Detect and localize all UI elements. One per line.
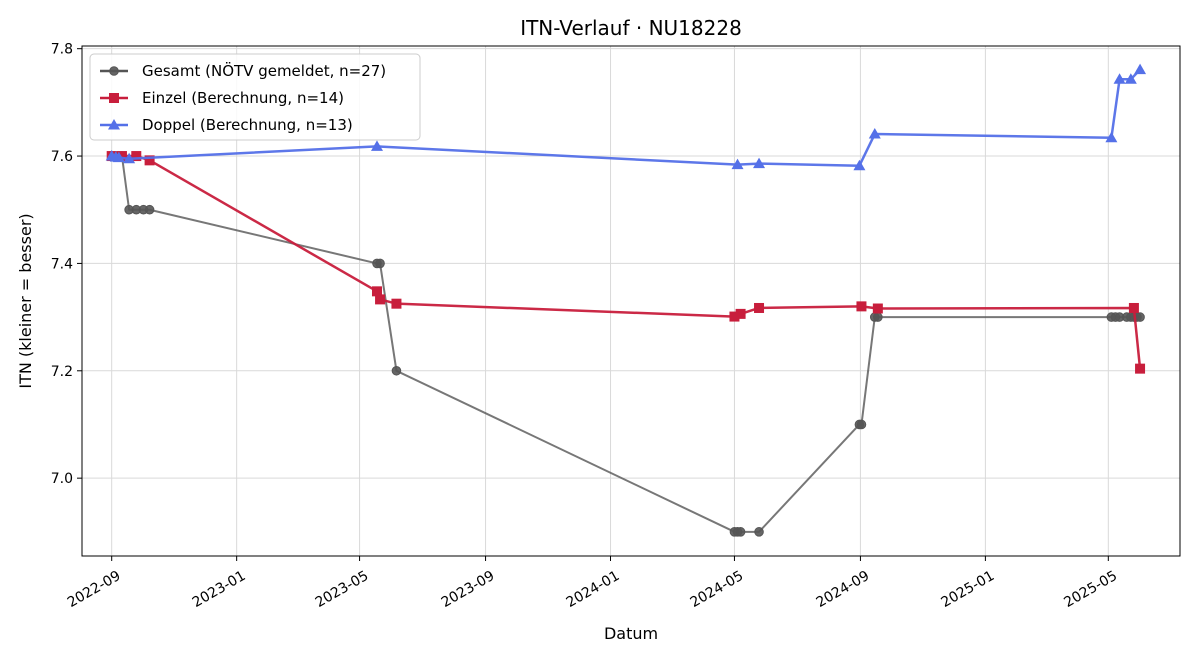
series-layer [105, 63, 1147, 537]
legend-entry: Doppel (Berechnung, n=13) [142, 116, 353, 134]
data-point [729, 311, 740, 322]
data-point [856, 301, 867, 312]
chart-title: ITN-Verlauf · NU18228 [520, 16, 742, 40]
y-axis-label: ITN (kleiner = besser) [16, 213, 35, 388]
data-point [144, 204, 155, 215]
data-point [1113, 73, 1126, 84]
data-point [1105, 131, 1118, 143]
data-point [1135, 363, 1146, 374]
data-point [375, 294, 386, 305]
data-point [753, 157, 766, 169]
legend-marker [109, 93, 119, 103]
data-point [853, 159, 866, 171]
data-point [131, 151, 142, 162]
data-point [375, 258, 385, 269]
data-point [754, 527, 764, 537]
legend-marker [109, 66, 119, 76]
series-triangle [105, 63, 1147, 171]
legend-entry: Einzel (Berechnung, n=14) [142, 89, 344, 107]
legend-entry: Gesamt (NÖTV gemeldet, n=27) [142, 61, 386, 80]
y-tick-label: 7.2 [51, 364, 73, 380]
data-point [1124, 73, 1137, 84]
data-point [754, 302, 765, 313]
data-point [391, 365, 402, 376]
y-tick-label: 7.6 [51, 149, 73, 165]
data-point [1128, 302, 1139, 313]
data-point [735, 527, 746, 537]
data-point [735, 308, 746, 319]
data-point [872, 303, 883, 314]
data-point [856, 419, 867, 430]
legend: Gesamt (NÖTV gemeldet, n=27) Einzel (Bere… [89, 53, 421, 141]
data-point [1135, 312, 1145, 322]
data-point [731, 158, 744, 170]
data-point [371, 286, 382, 297]
y-tick-label: 7.8 [51, 42, 73, 58]
data-point [873, 312, 883, 322]
y-tick-label: 7.4 [51, 256, 73, 272]
x-axis-label: Datum [604, 624, 658, 643]
data-point [112, 151, 125, 163]
legend-box [89, 53, 421, 141]
data-point [144, 155, 155, 166]
data-point [370, 140, 383, 151]
data-point [868, 128, 881, 139]
y-tick-label: 7.0 [51, 471, 73, 487]
data-point [391, 298, 402, 309]
data-point [123, 152, 136, 164]
legend-marker [108, 119, 120, 130]
plot-frame [81, 45, 1181, 557]
data-point [116, 151, 127, 162]
data-point [1134, 63, 1147, 75]
